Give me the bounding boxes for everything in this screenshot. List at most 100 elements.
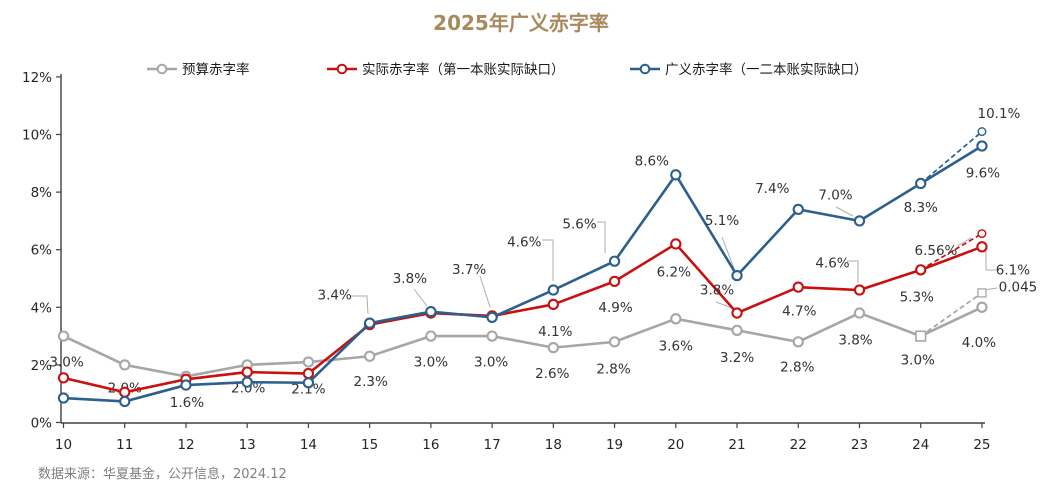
x-tick-label: 22	[790, 437, 807, 453]
x-tick-label: 21	[728, 437, 745, 453]
plot-area: 0% 2% 4% 6% 8% 10% 12% 10 11 12 13 14 15 16 17 18 19 20 21…	[22, 70, 1037, 453]
x-tick-label: 15	[361, 437, 378, 453]
data-point	[486, 311, 498, 324]
data-point-projection	[977, 229, 987, 239]
data-point	[853, 307, 866, 319]
data-point	[670, 238, 682, 250]
projection-label: 6.56%	[915, 243, 958, 259]
legend-label-broad-deficit: 广义赤字率（一二本账实际缺口）	[665, 61, 868, 78]
data-point-label: 8.3%	[904, 200, 938, 216]
legend-item-budget-deficit: 预算赤字率	[147, 61, 250, 78]
series-budget-deficit-dashed-line	[920, 292, 983, 337]
data-point	[608, 255, 621, 267]
data-point-label: 3.0%	[474, 355, 508, 371]
data-point-label: 6.1%	[996, 262, 1030, 278]
data-point	[608, 336, 621, 348]
x-tick-label: 20	[667, 437, 684, 453]
data-point	[363, 317, 376, 329]
legend-item-actual-deficit: 实际赤字率（第一本账实际缺口）	[327, 61, 565, 78]
y-tick-label: 12%	[22, 70, 52, 86]
leader-line	[542, 239, 554, 281]
series-broad-deficit-line	[63, 144, 983, 403]
source-note: 数据来源：华夏基金，公开信息，2024.12	[38, 466, 287, 482]
data-point-label: 4.1%	[538, 324, 572, 340]
data-point	[670, 313, 682, 325]
x-tick-label: 16	[422, 437, 439, 453]
series-broad-deficit: 3.4% 3.8% 3.7% 4.6% 5.6% 8.6% 5.1% 7.4% 7.0% 8.3%…	[57, 106, 1021, 408]
legend: 预算赤字率 实际赤字率（第一本账实际缺口） 广义赤字率（一二本账实际缺口）	[147, 61, 868, 78]
data-point	[915, 177, 927, 190]
data-point	[853, 284, 866, 296]
data-point-label: 3.4%	[317, 288, 351, 304]
data-point	[853, 215, 866, 227]
leader-line	[479, 275, 491, 308]
data-point	[57, 372, 70, 384]
y-tick-label: 6%	[31, 243, 53, 259]
projection-label: 10.1%	[978, 106, 1021, 122]
data-point	[915, 264, 927, 276]
data-point	[241, 366, 253, 378]
data-point	[241, 376, 253, 388]
data-point	[119, 386, 131, 398]
legend-label-budget-deficit: 预算赤字率	[182, 61, 250, 78]
series-actual-deficit-line	[63, 242, 983, 394]
y-tick-label: 2%	[31, 358, 53, 374]
x-tick-label: 17	[484, 437, 501, 453]
data-point	[302, 367, 315, 380]
x-tick-label: 23	[851, 437, 868, 453]
x-tick-label: 18	[545, 437, 562, 453]
data-point-label: 3.2%	[720, 350, 754, 366]
legend-label-actual-deficit: 实际赤字率（第一本账实际缺口）	[362, 61, 565, 78]
data-point-label: 3.6%	[659, 338, 693, 354]
x-tick-label: 25	[973, 437, 990, 453]
data-point-label: 8.6%	[635, 153, 669, 169]
data-point	[302, 356, 315, 368]
leader-line	[721, 236, 736, 272]
data-point-label: 3.8%	[393, 271, 427, 287]
data-point	[976, 301, 988, 313]
leader-line	[835, 206, 854, 217]
data-point-label: 9.6%	[966, 166, 1000, 182]
data-point-label: 5.3%	[900, 289, 934, 305]
data-point	[547, 341, 559, 354]
data-point	[425, 330, 437, 342]
data-point	[731, 324, 743, 336]
data-point	[915, 330, 927, 342]
data-point	[731, 269, 743, 282]
data-point	[486, 330, 498, 342]
data-point	[547, 284, 559, 296]
data-point	[425, 305, 437, 318]
data-point	[119, 359, 131, 371]
data-point-label: 3.8%	[700, 283, 734, 299]
chart-title: 2025年广义赤字率	[433, 11, 609, 35]
data-point-label: 4.9%	[598, 300, 632, 316]
data-point	[608, 275, 621, 288]
leader-line	[413, 288, 428, 307]
data-point-label: 3.0%	[901, 353, 935, 369]
data-point-label: 2.8%	[596, 361, 630, 377]
y-tick-label: 10%	[22, 128, 52, 144]
axes: 0% 2% 4% 6% 8% 10% 12% 10 11 12 13 14 15 16 17 18 19 20 21…	[22, 70, 991, 453]
series-broad-deficit-dashed-line	[920, 130, 983, 185]
x-tick-label: 10	[55, 437, 72, 453]
data-point	[547, 298, 559, 311]
data-point-label: 4.7%	[782, 304, 816, 320]
data-point-label: 1.6%	[170, 395, 204, 411]
series-actual-deficit-dashed-line	[920, 232, 983, 271]
data-point-label: 4.6%	[815, 256, 849, 272]
data-point-label: 5.1%	[705, 213, 739, 229]
data-point	[792, 203, 804, 216]
data-point	[119, 395, 131, 408]
leader-line	[351, 295, 369, 315]
data-point-label: 7.4%	[755, 181, 789, 197]
leader-line	[715, 301, 733, 309]
data-point-label: 3.0%	[49, 355, 83, 371]
leader-line	[956, 237, 972, 247]
x-tick-label: 11	[116, 437, 133, 453]
legend-marker-2	[639, 63, 651, 75]
data-point-label: 3.8%	[838, 333, 872, 349]
y-tick-label: 4%	[31, 300, 53, 316]
data-point-label: 6.2%	[657, 264, 691, 280]
